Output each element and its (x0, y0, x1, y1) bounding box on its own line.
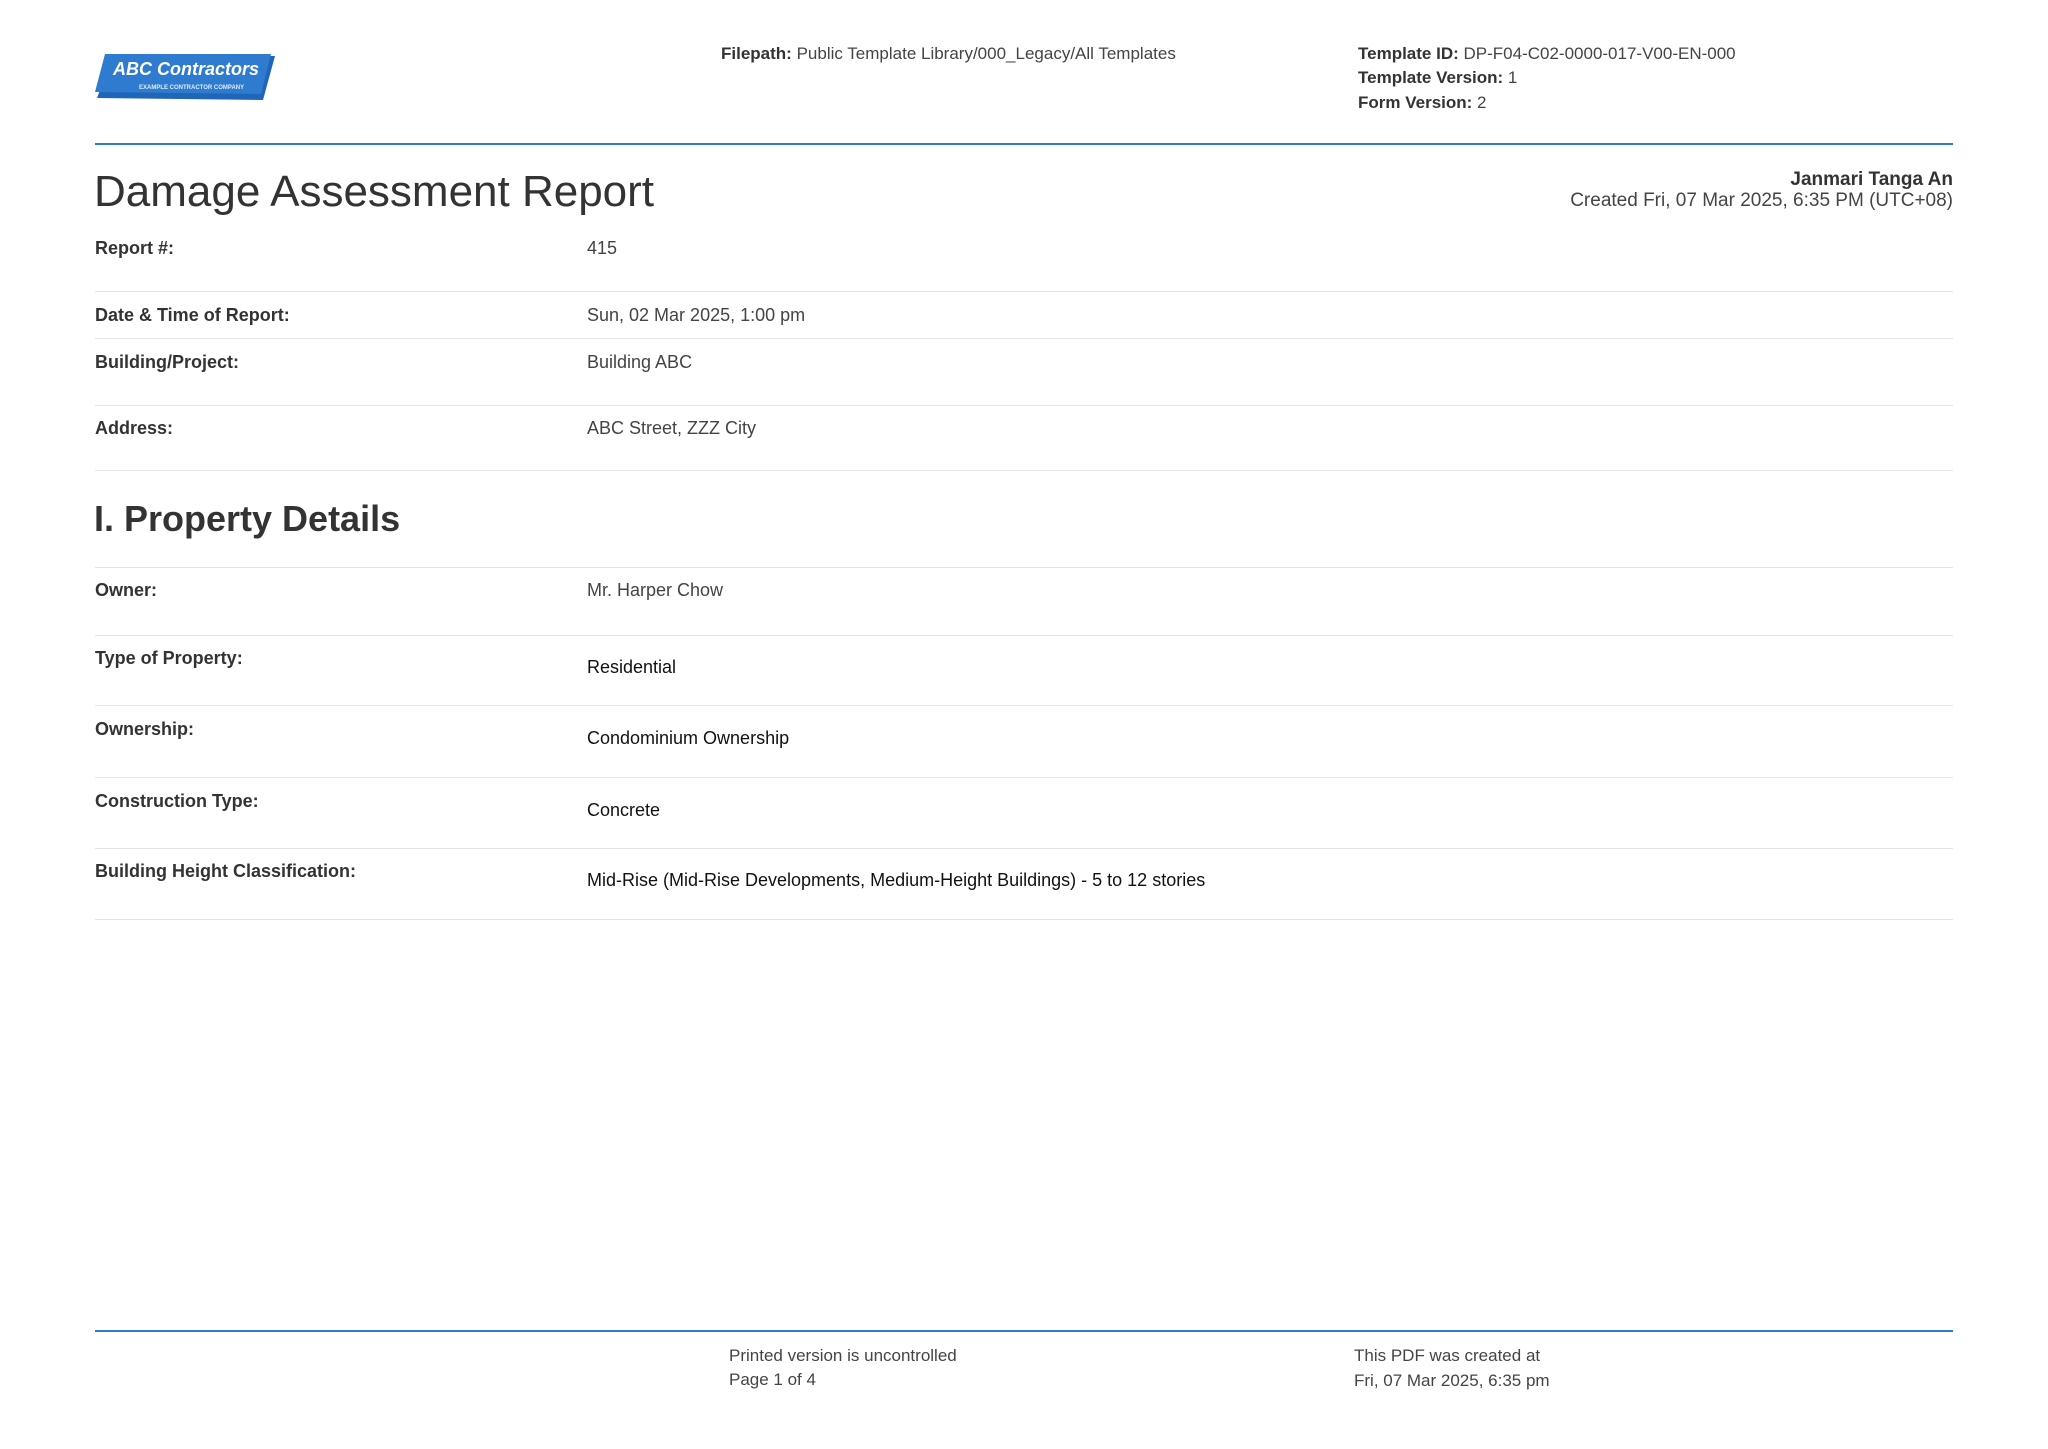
template-id: Template ID: DP-F04-C02-0000-017-V00-EN-… (1358, 44, 1736, 64)
field-value-owner: Mr. Harper Chow (587, 580, 724, 600)
row-divider (95, 338, 1953, 339)
row-divider (95, 291, 1953, 292)
field-value-building: Building ABC (587, 352, 693, 372)
row-divider (95, 405, 1953, 406)
section-heading: I. Property Details (94, 498, 401, 539)
template-version-label: Template Version: (1358, 68, 1504, 87)
row-divider (95, 635, 1953, 636)
form-version-label: Form Version: (1358, 93, 1473, 112)
row-divider (95, 777, 1953, 778)
template-id-label: Template ID: (1358, 44, 1459, 63)
field-value-date-time: Sun, 02 Mar 2025, 1:00 pm (587, 305, 806, 325)
footer-divider (95, 1330, 1953, 1332)
field-value-construction-type: Concrete (587, 800, 661, 820)
template-version: Template Version: 1 (1358, 68, 1517, 88)
company-logo: ABC Contractors EXAMPLE CONTRACTOR COMPA… (95, 52, 277, 104)
header-divider (95, 143, 1953, 145)
field-label-ownership: Ownership: (95, 719, 195, 739)
row-divider (95, 919, 1953, 920)
field-value-building-height: Mid-Rise (Mid-Rise Developments, Medium-… (587, 870, 1206, 890)
page-number: Page 1 of 4 (729, 1370, 816, 1389)
row-divider (95, 567, 1953, 568)
field-label-building-height: Building Height Classification: (95, 861, 357, 881)
logo-tagline: EXAMPLE CONTRACTOR COMPANY (139, 85, 245, 91)
field-value-property-type: Residential (587, 657, 677, 677)
form-version: Form Version: 2 (1358, 93, 1487, 113)
template-id-value: DP-F04-C02-0000-017-V00-EN-000 (1463, 44, 1736, 63)
pdf-created-label: This PDF was created at (1354, 1346, 1541, 1365)
pdf-created-date: Fri, 07 Mar 2025, 6:35 pm (1354, 1371, 1550, 1390)
page-title: Damage Assessment Report (94, 167, 655, 216)
author-name: Janmari Tanga An (1790, 169, 1953, 190)
uncontrolled-notice: Printed version is uncontrolled (729, 1346, 957, 1365)
logo-name: ABC Contractors (113, 59, 260, 79)
field-value-address: ABC Street, ZZZ City (587, 418, 757, 438)
field-label-construction-type: Construction Type: (95, 791, 259, 811)
form-version-value: 2 (1477, 93, 1487, 112)
field-value-report-number: 415 (587, 238, 618, 258)
filepath-label: Filepath: (721, 44, 792, 63)
field-label-property-type: Type of Property: (95, 648, 243, 668)
created-date: Created Fri, 07 Mar 2025, 6:35 PM (UTC+0… (1570, 190, 1953, 211)
filepath-value: Public Template Library/000_Legacy/All T… (796, 44, 1176, 63)
field-label-address: Address: (95, 418, 174, 438)
row-divider (95, 470, 1953, 471)
row-divider (95, 705, 1953, 706)
row-divider (95, 848, 1953, 849)
field-label-date-time: Date & Time of Report: (95, 305, 290, 325)
field-value-ownership: Condominium Ownership (587, 728, 790, 748)
filepath: Filepath: Public Template Library/000_Le… (721, 44, 1176, 64)
field-label-building: Building/Project: (95, 352, 239, 372)
template-version-value: 1 (1507, 68, 1518, 87)
field-label-report-number: Report #: (95, 238, 175, 258)
field-label-owner: Owner: (95, 580, 158, 600)
